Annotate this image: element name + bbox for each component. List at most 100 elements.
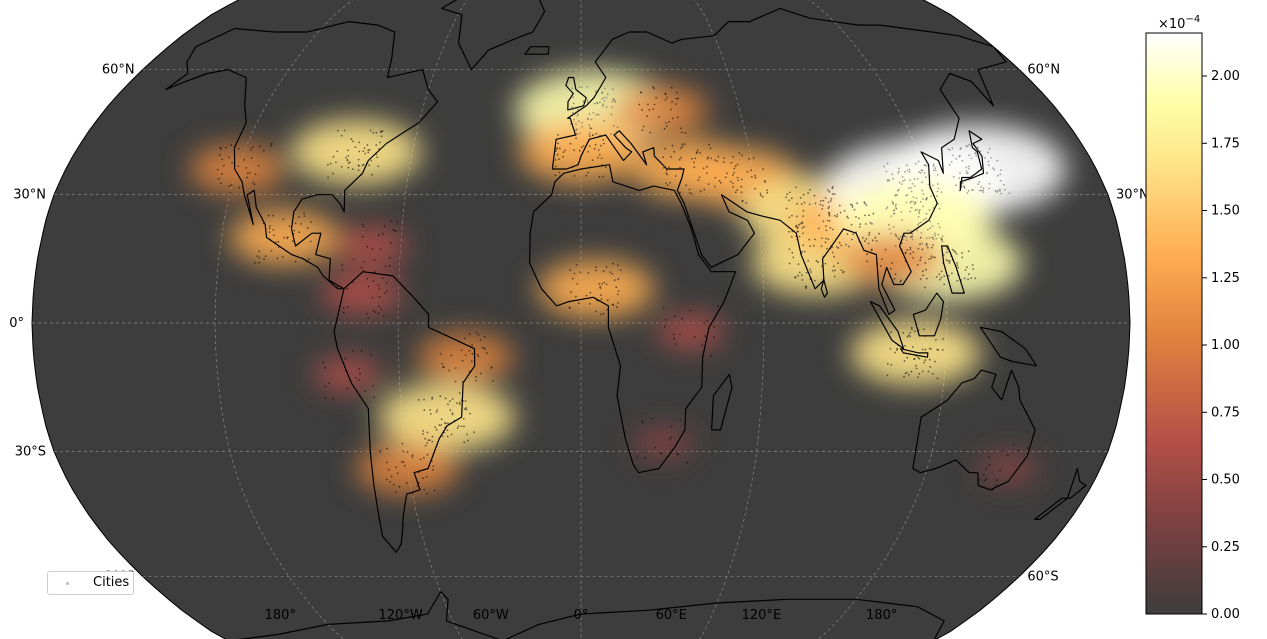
city-point [889,275,891,278]
city-point [652,108,655,110]
city-point [372,280,375,282]
city-point [680,131,683,134]
city-point [919,243,921,246]
city-point [964,269,967,271]
city-point [918,212,921,215]
city-point [703,188,706,191]
city-point [352,140,354,143]
city-point [673,337,675,340]
city-point [748,158,750,160]
city-point [796,238,799,241]
city-point [464,400,467,402]
city-point [595,132,598,135]
city-point [367,317,370,319]
city-point [662,156,664,159]
city-point [358,379,360,381]
city-point [300,223,302,225]
city-point [921,181,923,184]
city-point [912,257,915,259]
city-point [475,379,477,382]
city-point [613,99,616,102]
city-point [961,185,963,188]
city-point [890,232,892,235]
city-point [812,244,815,247]
city-point [665,169,668,172]
city-point [734,191,737,194]
city-point [790,197,793,200]
city-point [996,159,999,162]
city-point [913,203,916,206]
colorbar-tick-label: 1.50 [1211,204,1240,219]
city-point [372,131,374,134]
city-point [971,189,974,192]
city-point [828,205,831,208]
city-point [833,215,836,217]
city-point [668,438,671,441]
city-point [714,185,716,188]
city-point [923,164,926,167]
city-point [217,177,220,180]
city-point [821,265,823,268]
city-point [878,232,880,235]
city-point [371,296,374,299]
city-point [611,100,614,103]
city-point [924,348,927,351]
city-point [833,193,836,196]
city-point [595,269,597,272]
city-point [919,236,922,239]
city-point [585,294,588,297]
city-point [358,150,361,153]
city-point [717,305,719,308]
city-point [575,88,578,91]
city-point [799,197,802,199]
city-point [906,169,909,172]
city-point [374,271,377,273]
city-point [980,154,982,157]
city-point [256,255,259,257]
city-point [924,359,927,362]
city-point [470,360,473,363]
city-point [963,277,966,280]
city-point [907,334,910,337]
city-point [934,256,936,259]
city-point [892,226,895,228]
meridian-line [692,0,765,639]
density-hotspot-eastern-europe [612,86,709,134]
city-point [658,115,660,118]
city-point [909,246,912,249]
city-point [833,255,836,258]
city-point [230,184,233,187]
city-point [451,412,454,414]
city-point [679,147,682,150]
city-point [927,171,930,173]
city-point [932,169,935,171]
city-point [371,173,373,176]
city-point [846,233,849,235]
city-point [592,111,595,114]
city-point [613,279,616,282]
city-point [875,240,878,242]
city-point [577,162,580,165]
city-point [988,182,991,185]
city-point [426,431,429,434]
city-point [446,435,449,438]
city-point [693,161,695,164]
city-point [802,210,805,212]
city-point [389,480,392,483]
city-point [385,478,388,481]
city-point [849,203,852,206]
city-point [655,97,658,99]
city-point [733,167,736,170]
city-point [477,333,480,336]
lon-label: 0° [574,608,589,623]
city-point [871,223,873,225]
city-point [690,193,693,195]
city-point [640,91,643,94]
city-point [581,121,583,124]
city-point [968,143,971,146]
city-point [922,218,925,221]
city-point [943,275,946,278]
city-point [360,349,363,352]
city-point [598,283,601,285]
city-point [976,146,978,149]
